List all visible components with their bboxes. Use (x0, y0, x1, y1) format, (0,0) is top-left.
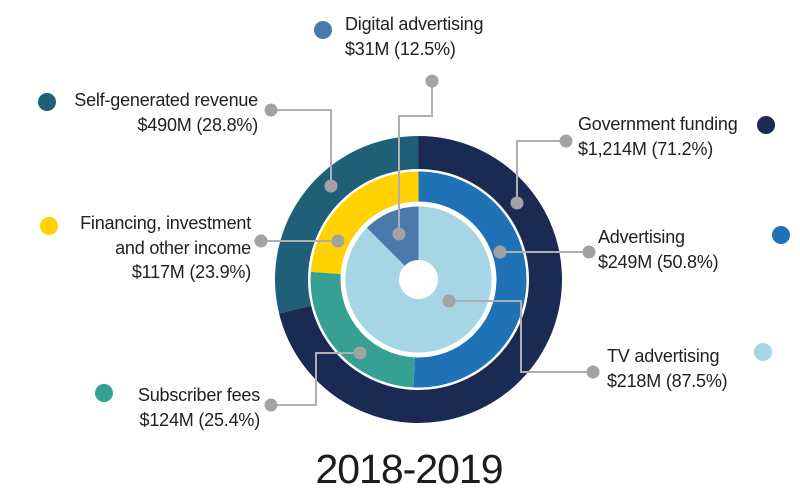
callout-tv-advertising: TV advertising $218M (87.5%) (607, 344, 757, 393)
legend-dot-government-funding (757, 116, 775, 134)
connector-dot-financing-investment-and-other-income (331, 234, 345, 248)
legend-dot-subscriber-fees (95, 384, 113, 402)
callout-line: $1,214M (71.2%) (578, 138, 714, 159)
connector-line-digital-advertising (398, 81, 433, 234)
legend-dot-tv-advertising (754, 343, 772, 361)
connector-dot-digital-advertising (425, 74, 439, 88)
connector-line-tv-advertising (449, 300, 593, 373)
legend-dot-advertising (772, 226, 790, 244)
connector-dot-self-generated-revenue (324, 179, 338, 193)
segment-tv-advertising (345, 206, 492, 353)
callout-line: Subscriber fees (137, 385, 260, 405)
callout-government-funding: Government funding $1,214M (71.2%) (578, 112, 753, 161)
callout-line: Advertising (598, 227, 685, 247)
callout-line: $218M (87.5%) (607, 370, 728, 391)
legend-dot-financing-investment-and-other-income (40, 217, 58, 235)
callout-self-generated-revenue: Self-generated revenue $490M (28.8%) (62, 88, 258, 137)
connector-line-subscriber-fees (271, 352, 360, 406)
connector-dot-subscriber-fees (264, 398, 278, 412)
callout-financing-investment-and-other-income: Financing, investment and other income $11… (64, 211, 251, 285)
connector-dot-tv-advertising (442, 294, 456, 308)
connector-line-self-generated-revenue (271, 109, 332, 186)
segment-self-generated-revenue (275, 136, 419, 314)
connector-dot-advertising (582, 245, 596, 259)
callout-line: Digital advertising (345, 14, 484, 34)
connector-dot-tv-advertising (586, 365, 600, 379)
callout-line: $490M (28.8%) (137, 114, 259, 135)
callout-line: Government funding (578, 114, 738, 134)
legend-dot-self-generated-revenue (38, 93, 56, 111)
connector-dot-financing-investment-and-other-income (254, 234, 268, 248)
callout-line: $117M (23.9%) (131, 262, 251, 282)
connector-dot-government-funding (510, 196, 524, 210)
segment-subscriber-fees (310, 271, 415, 388)
legend-dot-digital-advertising (314, 21, 332, 39)
connector-dot-subscriber-fees (353, 346, 367, 360)
segment-advertising (413, 171, 527, 388)
callout-line: TV advertising (607, 346, 720, 366)
callout-line: $249M (50.8%) (598, 251, 719, 272)
connector-line-government-funding (516, 140, 566, 203)
connector-dot-advertising (493, 245, 507, 259)
callout-line: Self-generated revenue (74, 90, 258, 110)
segment-digital-advertising (366, 206, 419, 266)
connector-dot-self-generated-revenue (264, 103, 278, 117)
callout-line: $124M (25.4%) (139, 409, 261, 430)
chart-title: 2018-2019 (315, 446, 503, 492)
callout-subscriber-fees: Subscriber fees $124M (25.4%) (97, 383, 260, 432)
connector-dot-digital-advertising (392, 227, 406, 241)
callout-advertising: Advertising $249M (50.8%) (598, 225, 748, 274)
segment-financing-investment-and-other-income (310, 171, 419, 274)
callout-line: $31M (12.5%) (345, 38, 456, 59)
callout-line: and other income (115, 237, 251, 258)
connector-dot-government-funding (559, 134, 573, 148)
callout-line: Financing, investment (80, 213, 251, 233)
callout-digital-advertising: Digital advertising $31M (12.5%) (345, 12, 505, 61)
